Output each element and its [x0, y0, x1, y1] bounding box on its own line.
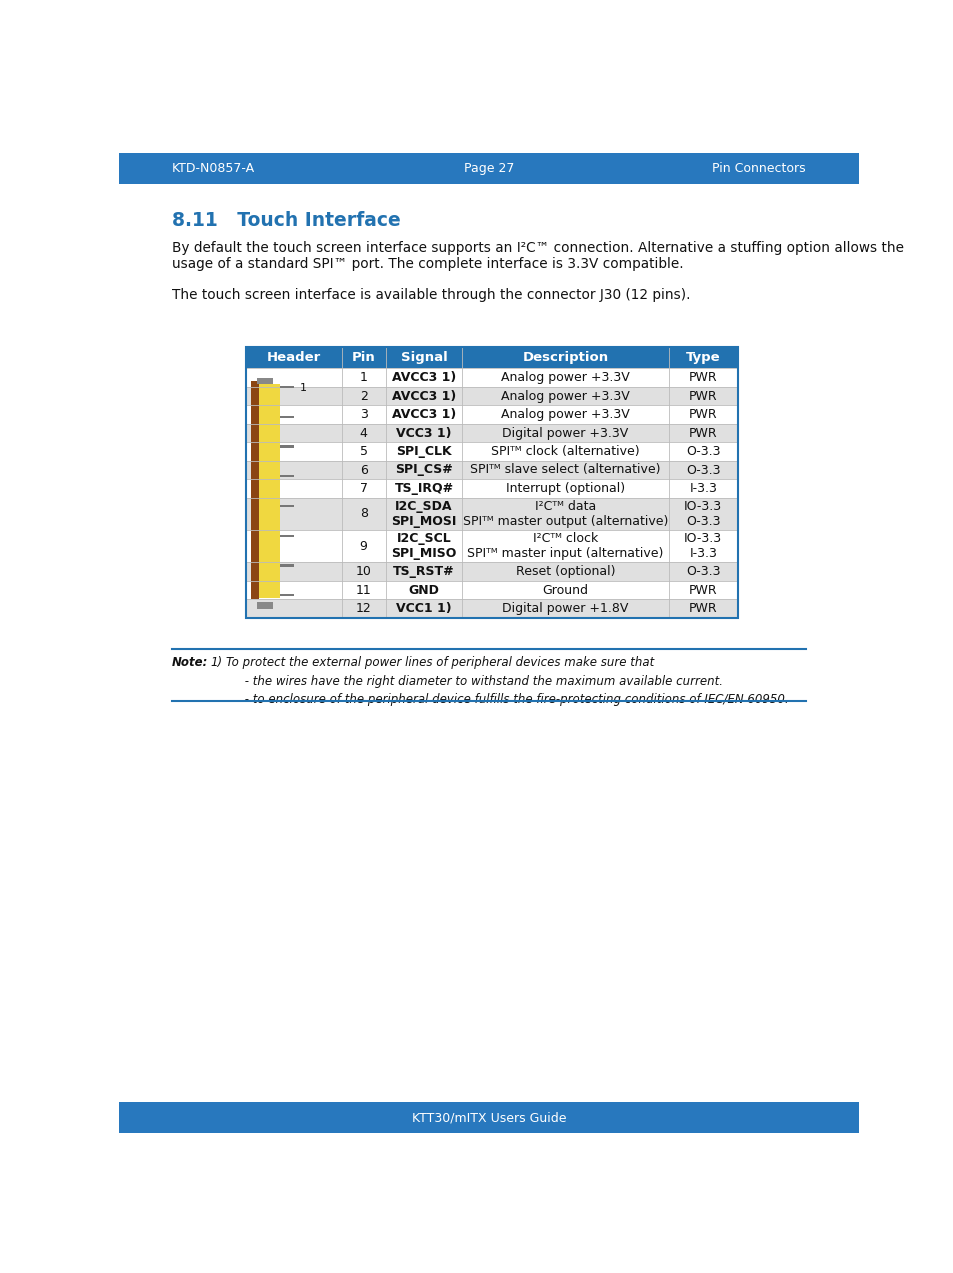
- Bar: [280, 564, 294, 566]
- Bar: [245, 346, 737, 368]
- Text: To protect the external power lines of peripheral devices make sure that
     - : To protect the external power lines of p…: [226, 657, 788, 707]
- Text: O-3.3: O-3.3: [685, 446, 720, 458]
- Text: SPIᵀᴹ clock (alternative): SPIᵀᴹ clock (alternative): [491, 446, 639, 458]
- Bar: [280, 386, 294, 388]
- Bar: [245, 563, 737, 580]
- Text: Ground: Ground: [542, 583, 588, 597]
- Text: Signal: Signal: [400, 351, 447, 364]
- Bar: [245, 387, 737, 405]
- Text: Page 27: Page 27: [463, 162, 514, 174]
- Text: AVCC3 1): AVCC3 1): [392, 390, 456, 402]
- Text: 11: 11: [355, 583, 371, 597]
- Text: SPIᵀᴹ master output (alternative): SPIᵀᴹ master output (alternative): [462, 516, 667, 528]
- Text: AVCC3 1): AVCC3 1): [392, 409, 456, 421]
- Text: 2: 2: [359, 390, 367, 402]
- Text: KTT30/mITX Users Guide: KTT30/mITX Users Guide: [412, 1111, 565, 1124]
- Bar: [280, 505, 294, 507]
- Text: Digital power +3.3V: Digital power +3.3V: [502, 426, 628, 439]
- Text: 1: 1: [299, 383, 307, 393]
- Bar: [245, 405, 737, 424]
- Text: By default the touch screen interface supports an I²C™ connection. Alternative a: By default the touch screen interface su…: [172, 242, 903, 256]
- Text: TS_RST#: TS_RST#: [393, 565, 455, 578]
- Text: PWR: PWR: [688, 390, 717, 402]
- Text: 12: 12: [355, 602, 371, 615]
- Text: Header: Header: [266, 351, 320, 364]
- Text: PWR: PWR: [688, 409, 717, 421]
- Bar: [245, 424, 737, 442]
- Text: Pin Connectors: Pin Connectors: [712, 162, 805, 174]
- Bar: [245, 479, 737, 498]
- Text: Digital power +1.8V: Digital power +1.8V: [501, 602, 628, 615]
- Text: TS_IRQ#: TS_IRQ#: [394, 482, 453, 495]
- Bar: [251, 381, 258, 598]
- Bar: [280, 475, 294, 477]
- Text: usage of a standard SPI™ port. The complete interface is 3.3V compatible.: usage of a standard SPI™ port. The compl…: [172, 257, 683, 271]
- Text: I²Cᵀᴹ data: I²Cᵀᴹ data: [535, 500, 596, 513]
- Bar: [280, 416, 294, 418]
- Text: SPI_MOSI: SPI_MOSI: [391, 516, 456, 528]
- Bar: [257, 378, 273, 383]
- Text: 5: 5: [359, 446, 367, 458]
- Text: O-3.3: O-3.3: [685, 463, 720, 476]
- Bar: [257, 602, 273, 608]
- Bar: [280, 535, 294, 537]
- Text: I-3.3: I-3.3: [689, 547, 717, 560]
- Text: 6: 6: [359, 463, 367, 476]
- Bar: [119, 1102, 858, 1133]
- Text: VCC1 1): VCC1 1): [395, 602, 452, 615]
- Text: O-3.3: O-3.3: [685, 565, 720, 578]
- Text: I²Cᵀᴹ clock: I²Cᵀᴹ clock: [533, 532, 598, 545]
- Text: The touch screen interface is available through the connector J30 (12 pins).: The touch screen interface is available …: [172, 288, 690, 302]
- Bar: [245, 368, 737, 387]
- Bar: [245, 461, 737, 479]
- Text: 8.11   Touch Interface: 8.11 Touch Interface: [172, 210, 400, 229]
- Text: IO-3.3: IO-3.3: [683, 500, 721, 513]
- Text: PWR: PWR: [688, 583, 717, 597]
- Text: SPIᵀᴹ master input (alternative): SPIᵀᴹ master input (alternative): [467, 547, 663, 560]
- Bar: [245, 498, 737, 530]
- Bar: [280, 594, 294, 596]
- Text: 4: 4: [359, 426, 367, 439]
- Text: Type: Type: [685, 351, 720, 364]
- Text: PWR: PWR: [688, 426, 717, 439]
- Text: KTD-N0857-A: KTD-N0857-A: [172, 162, 254, 174]
- Text: I2C_SCL: I2C_SCL: [396, 532, 451, 545]
- Text: AVCC3 1): AVCC3 1): [392, 372, 456, 384]
- Text: 1: 1: [359, 372, 367, 384]
- Text: O-3.3: O-3.3: [685, 516, 720, 528]
- Text: 10: 10: [355, 565, 372, 578]
- Text: Interrupt (optional): Interrupt (optional): [505, 482, 624, 495]
- Text: VCC3 1): VCC3 1): [395, 426, 452, 439]
- Text: Description: Description: [522, 351, 608, 364]
- Text: Analog power +3.3V: Analog power +3.3V: [500, 372, 629, 384]
- Text: 3: 3: [359, 409, 367, 421]
- Text: Reset (optional): Reset (optional): [516, 565, 615, 578]
- Text: SPIᵀᴹ slave select (alternative): SPIᵀᴹ slave select (alternative): [470, 463, 660, 476]
- Text: SPI_MISO: SPI_MISO: [391, 547, 456, 560]
- Text: IO-3.3: IO-3.3: [683, 532, 721, 545]
- Text: SPI_CLK: SPI_CLK: [395, 446, 452, 458]
- Text: 1): 1): [211, 657, 223, 670]
- Bar: [119, 153, 858, 183]
- Bar: [258, 383, 280, 598]
- Text: PWR: PWR: [688, 372, 717, 384]
- Text: Analog power +3.3V: Analog power +3.3V: [500, 390, 629, 402]
- Text: 7: 7: [359, 482, 367, 495]
- Text: 9: 9: [359, 540, 367, 552]
- Bar: [245, 346, 737, 617]
- Text: GND: GND: [408, 583, 439, 597]
- Text: Note:: Note:: [172, 657, 208, 670]
- Bar: [245, 530, 737, 563]
- Text: Analog power +3.3V: Analog power +3.3V: [500, 409, 629, 421]
- Bar: [245, 580, 737, 600]
- Bar: [280, 446, 294, 448]
- Text: 8: 8: [359, 508, 367, 521]
- Text: SPI_CS#: SPI_CS#: [395, 463, 453, 476]
- Text: I-3.3: I-3.3: [689, 482, 717, 495]
- Text: PWR: PWR: [688, 602, 717, 615]
- Text: I2C_SDA: I2C_SDA: [395, 500, 453, 513]
- Bar: [245, 442, 737, 461]
- Bar: [245, 600, 737, 617]
- Text: Pin: Pin: [352, 351, 375, 364]
